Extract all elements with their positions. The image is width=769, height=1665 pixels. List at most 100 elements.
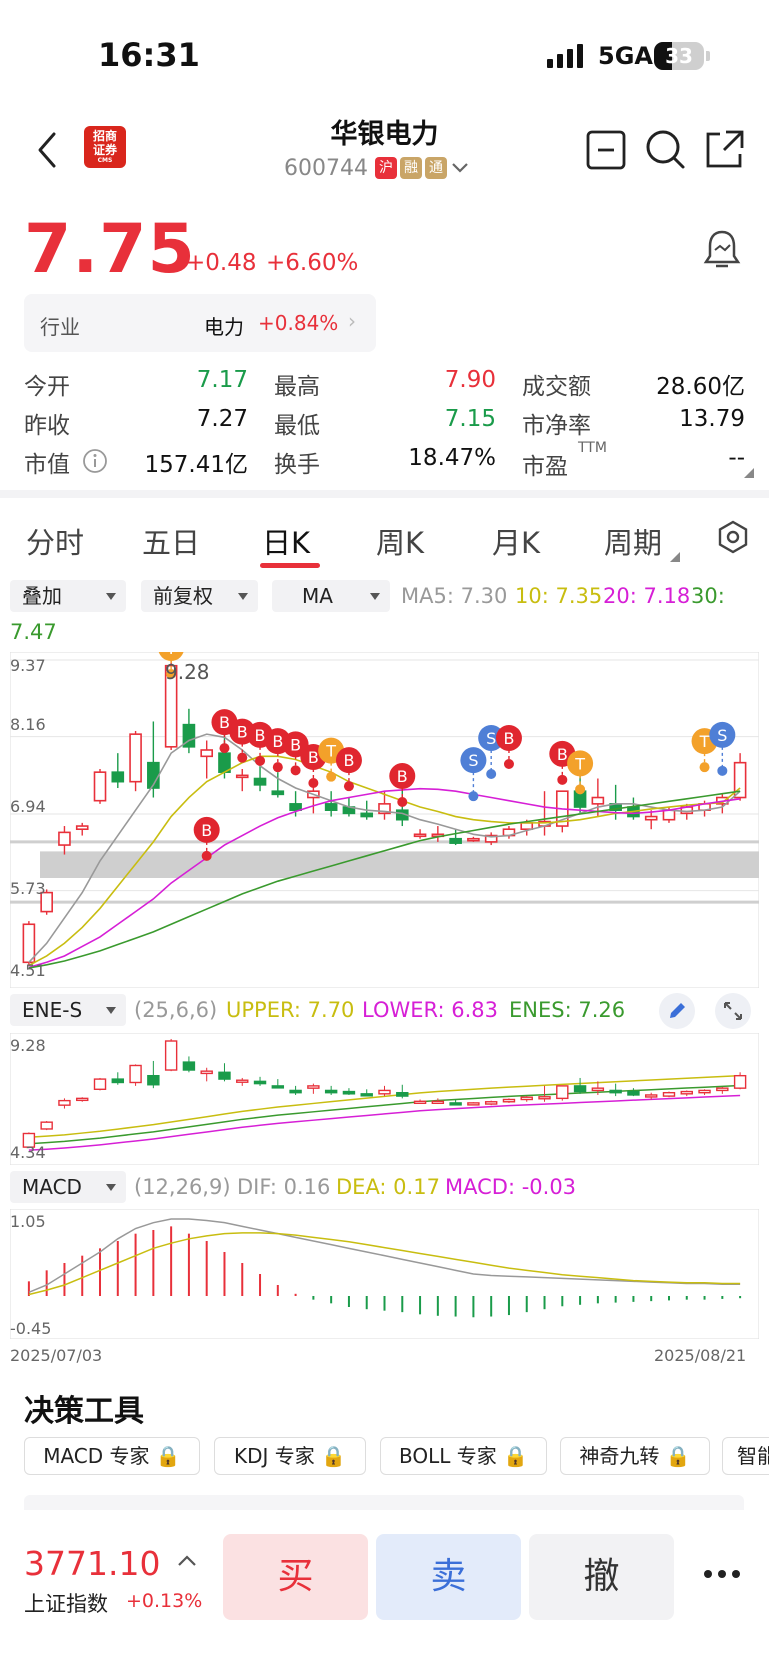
more-icon[interactable]: [702, 1568, 742, 1580]
ma20-line: [28, 787, 741, 969]
macd-chart[interactable]: [10, 1209, 759, 1339]
expand-icon[interactable]: [714, 992, 752, 1030]
info-icon[interactable]: [82, 448, 108, 474]
quote-value: --: [728, 445, 745, 471]
quote-label: 成交额: [522, 374, 591, 400]
y-axis-label: 6.94: [10, 797, 46, 816]
chevron-up-icon[interactable]: [176, 1554, 198, 1568]
ene-candle-body: [40, 1121, 53, 1130]
ene-chart[interactable]: [10, 1033, 759, 1165]
buy-button[interactable]: 买: [223, 1534, 368, 1620]
signal-label-B: B: [503, 729, 514, 748]
ene-candle-body: [573, 1085, 587, 1093]
ene-lower-line: [28, 1094, 741, 1151]
tool-macd-expert[interactable]: MACD 专家 🔒: [24, 1437, 200, 1475]
signal-label-B: B: [290, 735, 301, 754]
candle-body: [40, 891, 53, 913]
ene-candle-body: [627, 1090, 640, 1096]
x-axis-start: 2025/07/03: [10, 1346, 103, 1365]
signal-dot: [503, 758, 514, 769]
industry-bar[interactable]: [24, 294, 376, 352]
ene-candle-body: [236, 1079, 249, 1083]
search-icon[interactable]: [644, 128, 686, 170]
quote-label: 最高: [274, 374, 320, 400]
signal-dot: [717, 765, 728, 776]
tab-five-day[interactable]: 五日: [142, 526, 201, 560]
candle-body: [75, 825, 89, 831]
ene-candle-body: [111, 1078, 125, 1084]
minus-square-icon[interactable]: [586, 130, 626, 170]
ma30-legend-value: 7.47: [10, 620, 57, 644]
x-axis-end: 2025/08/21: [654, 1346, 747, 1365]
ene-dropdown[interactable]: ENE-S: [10, 994, 126, 1026]
ma20-legend: 20: 7.18: [603, 584, 691, 608]
signal-label-T: T: [699, 732, 710, 751]
quote-label: 最低: [274, 413, 320, 439]
tool-magic-nine[interactable]: 神奇九转 🔒: [560, 1437, 710, 1475]
y-axis-label: 4.51: [10, 961, 46, 980]
tag-hu: 沪: [374, 157, 397, 179]
tab-weekly-k[interactable]: 周K: [376, 526, 425, 560]
signal-dot: [397, 797, 408, 808]
ma10-legend: 10: 7.35: [515, 584, 603, 608]
cancel-order-button[interactable]: 撤: [529, 1534, 674, 1620]
tool-boll-expert[interactable]: BOLL 专家 🔒: [380, 1437, 547, 1475]
candle-body: [289, 803, 302, 811]
tool-kdj-expert[interactable]: KDJ 专家 🔒: [214, 1437, 366, 1475]
ene-y-label: 9.28: [10, 1036, 46, 1055]
ene-candle-body: [484, 1101, 498, 1105]
signal-icon: [547, 44, 583, 68]
candle-body: [591, 796, 605, 805]
ma-dropdown[interactable]: MA: [272, 580, 390, 612]
battery-icon: 33: [654, 42, 704, 70]
signal-label-T: T: [325, 742, 336, 761]
candle-body: [520, 822, 534, 831]
stock-code-row[interactable]: 600744 沪 融 通: [284, 154, 470, 182]
candle-body: [449, 837, 462, 844]
kline-chart[interactable]: TBBBBBBTBBBSSBBTTS: [10, 652, 759, 988]
overlay-dropdown[interactable]: 叠加: [10, 580, 126, 612]
chart-frame: [10, 1209, 759, 1339]
status-time: 16:31: [98, 36, 200, 74]
share-icon[interactable]: [704, 128, 746, 170]
tool-smart[interactable]: 智能: [722, 1437, 769, 1475]
signal-dot: [237, 752, 248, 763]
tab-monthly-k[interactable]: 月K: [492, 526, 541, 560]
signal-marker: [158, 652, 184, 661]
candle-body: [413, 833, 427, 838]
ene-candle-body: [58, 1099, 71, 1106]
ene-candle-body: [449, 1102, 462, 1106]
candle-body: [662, 809, 676, 821]
ene-candle-body: [289, 1089, 302, 1094]
macd-params: (12,26,9): [134, 1175, 231, 1199]
macd-dropdown[interactable]: MACD: [10, 1171, 126, 1203]
quote-label: 市盈: [522, 454, 568, 480]
candle-body: [93, 771, 107, 802]
candle-body: [22, 923, 36, 964]
ene-candle-body: [342, 1090, 356, 1095]
corner-triangle-icon: [744, 468, 754, 478]
adjust-dropdown[interactable]: 前复权: [141, 580, 258, 612]
tab-intraday[interactable]: 分时: [26, 526, 85, 560]
ene-candle-body: [698, 1089, 711, 1094]
battery-tip: [706, 51, 710, 61]
signal-marker: [478, 724, 505, 751]
alert-bell-icon[interactable]: [702, 228, 742, 272]
ene-upper: UPPER: 7.70: [226, 998, 355, 1022]
active-tab-indicator: [260, 563, 320, 568]
broker-logo: 招商证券 CMS: [84, 126, 126, 168]
settings-icon[interactable]: [716, 520, 750, 554]
edit-icon[interactable]: [658, 992, 696, 1030]
candle-body: [58, 831, 71, 846]
tab-period[interactable]: 周期: [604, 526, 663, 560]
macd-value: MACD: -0.03: [445, 1175, 577, 1199]
tab-daily-k[interactable]: 日K: [262, 526, 311, 560]
back-icon[interactable]: [34, 130, 58, 170]
y-axis-label: 9.37: [10, 656, 46, 675]
quote-value: 7.90: [444, 367, 496, 393]
signal-dot: [699, 762, 710, 773]
sell-button[interactable]: 卖: [376, 1534, 521, 1620]
candle-body: [378, 803, 391, 815]
signal-label-T: T: [165, 652, 176, 658]
signal-dot: [166, 669, 177, 679]
